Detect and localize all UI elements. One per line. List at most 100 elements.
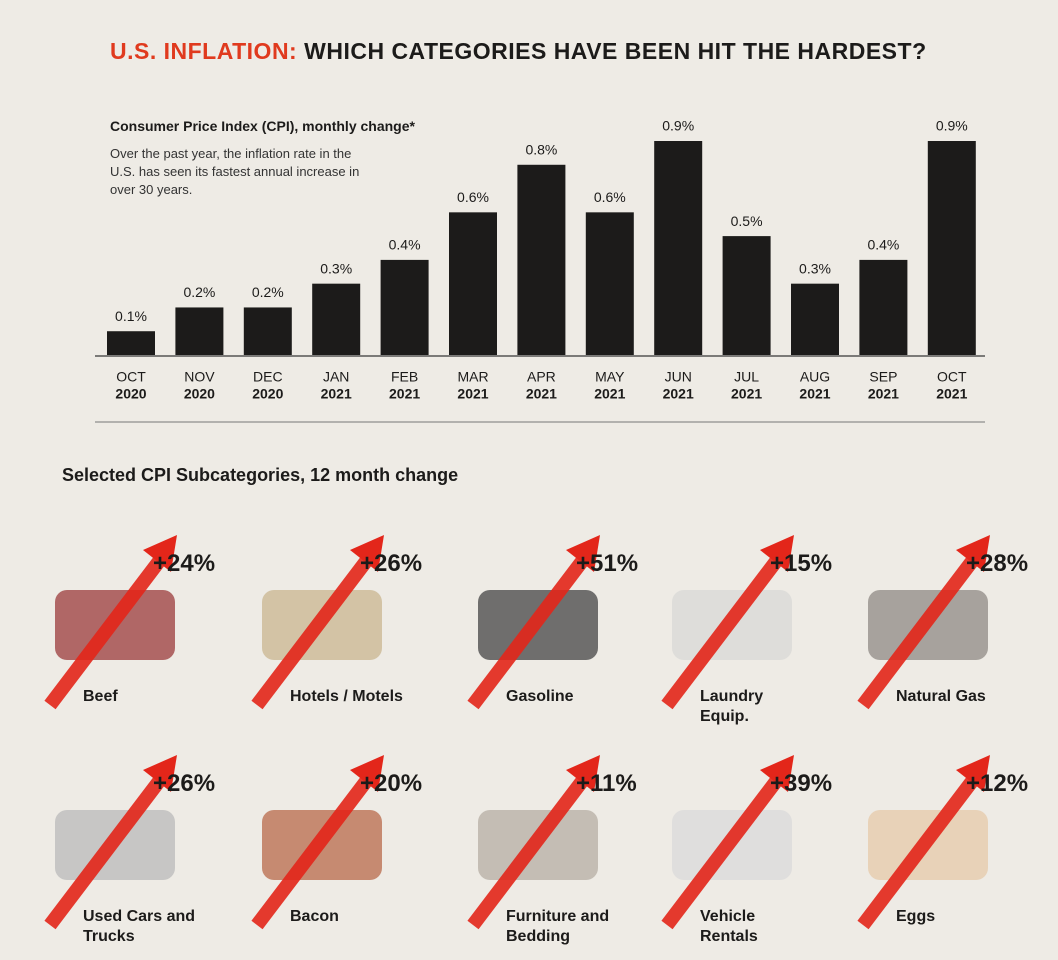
bar <box>380 259 429 355</box>
title: U.S. INFLATION: WHICH CATEGORIES HAVE BE… <box>110 38 927 65</box>
value-label: 0.3% <box>320 260 352 276</box>
x-tick-label: NOV <box>184 369 215 385</box>
arrow-head <box>143 755 177 792</box>
change-label: +11% <box>576 770 637 797</box>
change-label: +28% <box>966 550 1029 577</box>
arrow-shaft <box>44 775 166 930</box>
bar <box>654 141 703 355</box>
arrow-head <box>143 535 177 572</box>
value-label: 0.6% <box>457 189 489 205</box>
bar <box>517 164 566 355</box>
bar <box>722 236 771 355</box>
value-label: 0.4% <box>867 237 899 253</box>
change-label: +26% <box>360 550 423 577</box>
item-label: Beef <box>83 688 118 705</box>
bar <box>859 259 908 355</box>
arrow-shaft <box>467 775 589 930</box>
x-tick-label: 2021 <box>868 386 899 402</box>
arrow-head <box>350 535 384 572</box>
arrow-shaft <box>661 775 783 930</box>
change-label: +12% <box>966 770 1029 797</box>
change-label: +24% <box>153 550 216 577</box>
x-tick-label: JUN <box>665 369 692 385</box>
x-tick-label: 2021 <box>936 386 967 402</box>
title-highlight: U.S. INFLATION: <box>110 38 298 64</box>
change-label: +26% <box>153 770 216 797</box>
arrow-shaft <box>661 555 783 710</box>
x-tick-label: 2021 <box>731 386 762 402</box>
bar <box>449 212 497 355</box>
value-label: 0.3% <box>799 260 831 276</box>
arrow-shaft <box>44 555 166 710</box>
x-tick-label: OCT <box>937 369 967 385</box>
bar <box>243 307 292 355</box>
x-tick-label: 2021 <box>594 386 625 402</box>
arrow-head <box>956 755 990 792</box>
bar <box>312 283 361 355</box>
title-text: WHICH CATEGORIES HAVE BEEN HIT THE HARDE… <box>304 38 927 64</box>
change-label: +15% <box>770 550 833 577</box>
x-tick-label: MAY <box>595 369 625 385</box>
bar <box>791 283 839 355</box>
x-tick-label: 2021 <box>457 386 488 402</box>
value-label: 0.1% <box>115 308 147 324</box>
item-label: Hotels / Motels <box>290 688 403 705</box>
value-label: 0.9% <box>662 118 694 134</box>
x-tick-label: OCT <box>116 369 146 385</box>
change-label: +39% <box>770 770 833 797</box>
x-tick-label: 2020 <box>252 386 283 402</box>
item-label: Vehicle Rentals <box>700 908 758 945</box>
item-label: Natural Gas <box>896 688 986 705</box>
bar <box>175 307 224 355</box>
value-label: 0.5% <box>731 213 763 229</box>
arrow-shaft <box>857 555 979 710</box>
arrow-shaft <box>251 555 373 710</box>
x-tick-label: AUG <box>800 369 830 385</box>
x-tick-label: 2021 <box>321 386 352 402</box>
arrow-head <box>760 755 794 792</box>
bar <box>107 331 155 355</box>
section-title: Selected CPI Subcategories, 12 month cha… <box>62 465 459 485</box>
value-label: 0.6% <box>594 189 626 205</box>
item-label: Used Cars and Trucks <box>83 908 196 945</box>
bar <box>585 212 634 355</box>
arrow-head <box>956 535 990 572</box>
arrow-shaft <box>251 775 373 930</box>
x-tick-label: 2021 <box>799 386 830 402</box>
chart-subtitle: Over the past year, the inflation rate i… <box>110 146 360 197</box>
item-label: Bacon <box>290 908 339 925</box>
x-tick-label: FEB <box>391 369 418 385</box>
x-tick-label: 2020 <box>184 386 215 402</box>
x-tick-label: JUL <box>734 369 759 385</box>
item-label: Eggs <box>896 908 936 925</box>
x-tick-label: 2021 <box>389 386 420 402</box>
change-label: +20% <box>360 770 423 797</box>
x-tick-label: 2020 <box>115 386 146 402</box>
bar <box>927 141 976 355</box>
item-label: Laundry Equip. <box>700 688 764 725</box>
arrow-head <box>566 755 600 792</box>
arrow-shaft <box>857 775 979 930</box>
item-label: Gasoline <box>506 688 574 705</box>
arrow-head <box>350 755 384 792</box>
value-label: 0.2% <box>183 284 215 300</box>
x-tick-label: 2021 <box>526 386 557 402</box>
x-tick-label: SEP <box>869 369 897 385</box>
value-label: 0.2% <box>252 284 284 300</box>
change-label: +51% <box>576 550 639 577</box>
arrow-head <box>760 535 794 572</box>
value-label: 0.9% <box>936 118 968 134</box>
x-tick-label: MAR <box>457 369 488 385</box>
x-tick-label: 2021 <box>663 386 694 402</box>
arrow-head <box>566 535 600 572</box>
x-tick-label: APR <box>527 369 556 385</box>
value-label: 0.4% <box>389 237 421 253</box>
value-label: 0.8% <box>525 141 557 157</box>
x-tick-label: DEC <box>253 369 283 385</box>
chart-title: Consumer Price Index (CPI), monthly chan… <box>110 118 415 134</box>
item-label: Furniture and Bedding <box>506 908 610 945</box>
x-tick-label: JAN <box>323 369 349 385</box>
arrow-shaft <box>467 555 589 710</box>
